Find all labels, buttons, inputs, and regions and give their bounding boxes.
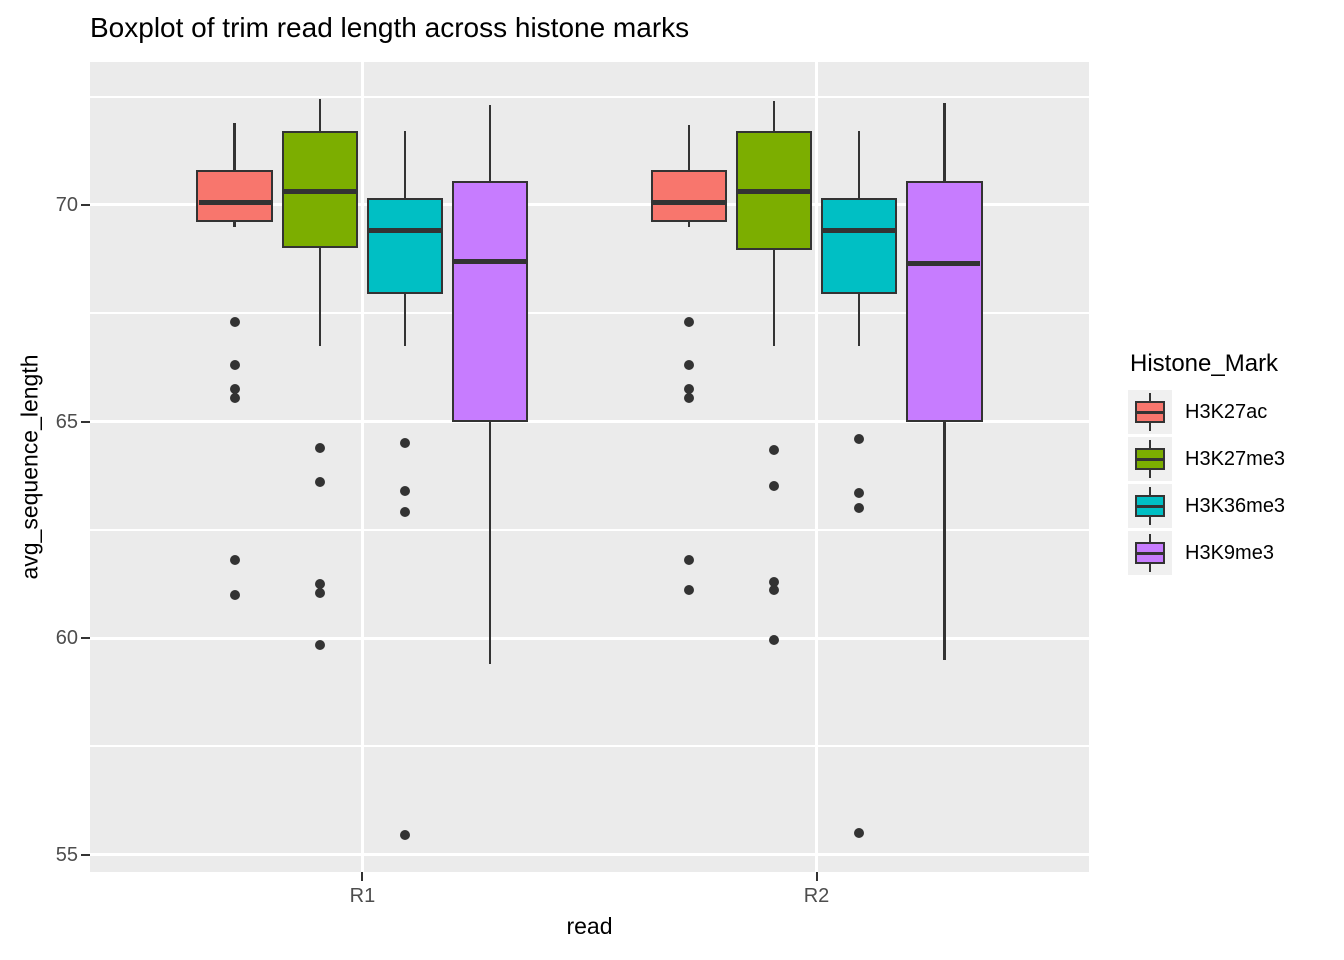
gridline-major [90,420,1089,424]
outlier-point [683,555,694,566]
legend-items: H3K27ac H3K27me3 H3K36me3 H3K9me3 [1128,390,1285,575]
outlier-point [314,442,325,453]
legend-item-H3K9me3: H3K9me3 [1128,531,1285,575]
outlier-point [314,587,325,598]
gridline-minor [90,745,1089,748]
gridline-minor [90,95,1089,98]
legend-key-boxplot-glyph [1128,484,1172,528]
gridline-major [90,636,1089,640]
outlier-point [768,481,779,492]
outlier-point [314,477,325,488]
legend-key-boxplot-glyph [1128,437,1172,481]
outlier-point [229,589,240,600]
box-H3K9me3-R1 [451,181,529,422]
x-axis-title: read [566,913,613,939]
legend: Histone_Mark H3K27ac H3K27me3 H3K36me3 H3K9… [1128,350,1285,578]
box-H3K27ac-R2 [650,170,728,223]
legend-glyph-median [1137,411,1163,414]
outlier-point [768,444,779,455]
x-tick-mark [815,872,818,881]
outlier-point [854,433,865,444]
y-axis-title: avg_sequence_length [16,354,43,580]
median-line [284,189,356,195]
outlier-point [400,830,411,841]
outlier-point [229,392,240,403]
legend-item-label: H3K27me3 [1185,447,1286,470]
gridline-vertical-major [815,62,819,872]
box-H3K9me3-R2 [905,181,983,422]
gridline-major [90,203,1089,207]
legend-glyph-median [1137,458,1163,461]
outlier-point [400,438,411,449]
gridline-minor [90,528,1089,531]
legend-item-H3K27me3: H3K27me3 [1128,437,1285,481]
median-line [369,228,441,234]
outlier-point [229,360,240,371]
median-line [908,260,981,266]
y-tick-label: 55 [55,843,78,866]
legend-glyph-median [1137,505,1163,508]
outlier-point [768,635,779,646]
outlier-point [314,639,325,650]
legend-item-label: H3K36me3 [1185,494,1286,517]
plot-title: Boxplot of trim read length across histo… [90,12,690,43]
y-tick-mark [81,853,90,856]
y-tick-label: 60 [55,627,78,650]
outlier-point [683,392,694,403]
box-H3K27ac-R1 [196,170,274,223]
outlier-point [400,507,411,518]
legend-key-boxplot-glyph [1128,531,1172,575]
box-H3K36me3-R1 [366,198,444,294]
box-H3K36me3-R2 [820,198,898,294]
plot-panel [90,62,1089,872]
outlier-point [400,485,411,496]
y-tick-mark [81,637,90,640]
y-tick-mark [81,203,90,206]
median-line [738,189,810,195]
legend-item-H3K36me3: H3K36me3 [1128,484,1285,528]
median-line [823,228,895,234]
outlier-point [314,578,325,589]
gridline-minor [90,312,1089,315]
outlier-point [229,555,240,566]
gridline-major [90,853,1089,857]
outlier-point [683,316,694,327]
outlier-point [683,384,694,395]
outlier-point [854,487,865,498]
median-line [454,258,526,264]
legend-glyph-median [1137,552,1163,555]
median-line [198,200,271,206]
outlier-point [229,316,240,327]
legend-item-label: H3K27ac [1185,400,1268,423]
outlier-point [683,360,694,371]
outlier-point [229,384,240,395]
y-tick-label: 65 [55,410,78,433]
outlier-point [683,585,694,596]
median-line [653,200,725,206]
outlier-point [768,576,779,587]
x-tick-label: R1 [349,885,376,907]
gridline-vertical-major [360,62,364,872]
x-tick-label: R2 [803,885,830,907]
legend-item-H3K27ac: H3K27ac [1128,390,1285,434]
x-tick-mark [361,872,364,881]
outlier-point [768,585,779,596]
y-tick-mark [81,420,90,423]
legend-item-label: H3K9me3 [1185,541,1274,564]
legend-key-boxplot-glyph [1128,390,1172,434]
outlier-point [854,503,865,514]
y-tick-label: 70 [55,193,78,216]
legend-title: Histone_Mark [1130,350,1279,377]
outlier-point [854,828,865,839]
